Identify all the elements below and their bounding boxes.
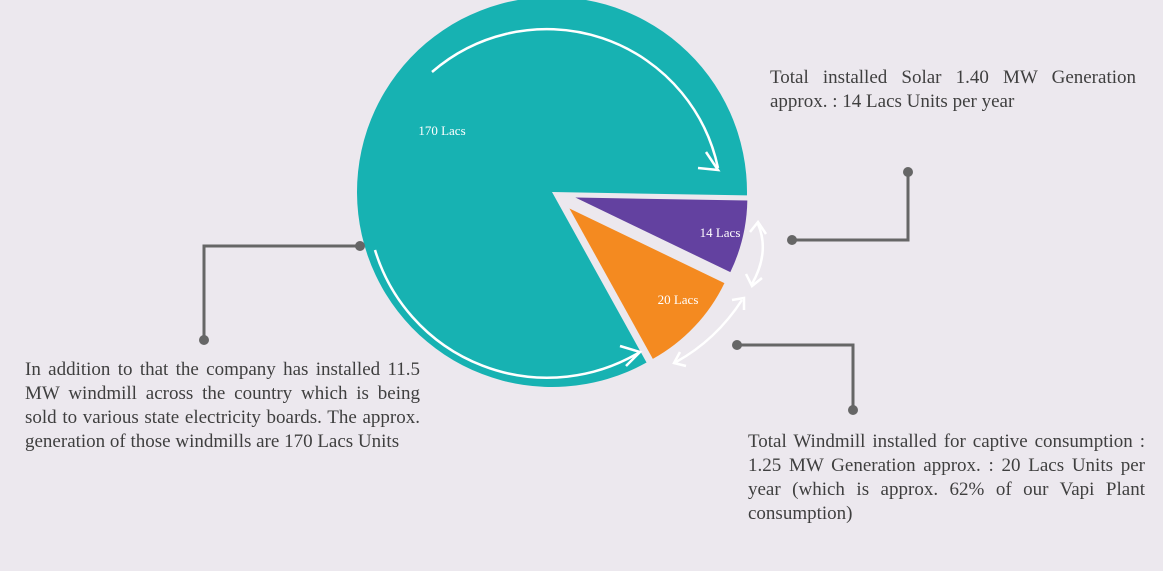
pie-slice [357, 0, 747, 387]
arrow-head [619, 344, 643, 367]
annotation: Total Windmill installed for captive con… [748, 431, 1145, 524]
pie-slice [575, 197, 748, 273]
dot [787, 235, 797, 245]
slice-label: 14 Lacs [699, 225, 741, 240]
connector [202, 244, 360, 340]
slice-label: 170 Lacs [418, 123, 466, 138]
arrow [675, 299, 744, 364]
annotation: Total installed Solar 1.40 MW Generation… [770, 67, 1136, 112]
slice-label: 20 Lacs [657, 292, 699, 307]
arrow [431, 27, 720, 169]
connector [737, 343, 855, 410]
arrow-head [672, 296, 746, 368]
arrow-head [697, 151, 721, 172]
pie-slice [569, 208, 725, 359]
dot [848, 405, 858, 415]
dot [903, 167, 913, 177]
connector [792, 172, 910, 242]
dot [199, 335, 209, 345]
slices [357, 0, 748, 387]
arrows [373, 27, 768, 379]
arrow [373, 249, 641, 379]
annotation: In addition to that the company has inst… [25, 359, 420, 452]
dot [732, 340, 742, 350]
dot [355, 241, 365, 251]
connector-dots [199, 167, 913, 415]
arrow-head [744, 219, 768, 288]
connectors [202, 172, 910, 410]
arrow [750, 223, 764, 285]
